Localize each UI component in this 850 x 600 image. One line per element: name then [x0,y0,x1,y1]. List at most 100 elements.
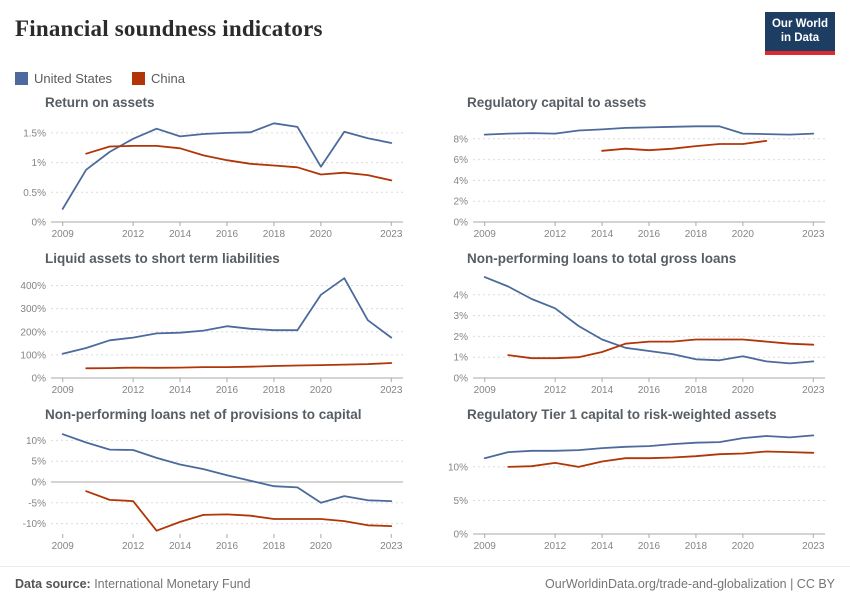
svg-text:2018: 2018 [263,385,286,396]
line-chart-return-on-assets: 0% 0.5% 1% 1.5% 2009 2012 2014 2016 2018 2020 2023 [23,121,403,240]
svg-text:2014: 2014 [169,229,192,240]
line-chart-liquid-assets: 0% 100% 200% 300% 400% 2009 2012 2014 2016 2018 20… [20,276,403,396]
svg-text:2009: 2009 [474,229,497,240]
svg-text:400%: 400% [20,281,46,292]
legend: United States China [15,71,835,86]
svg-text:4%: 4% [454,175,469,186]
svg-text:2012: 2012 [544,541,567,552]
svg-text:1.5%: 1.5% [23,128,46,139]
svg-text:2012: 2012 [122,229,145,240]
chart-return-on-assets: Return on assets 0% 0.5% 1% 1.5% 2009 2012 201… [15,88,413,242]
svg-text:2016: 2016 [638,541,661,552]
svg-text:2016: 2016 [216,385,239,396]
svg-text:2014: 2014 [591,385,614,396]
svg-text:2023: 2023 [380,385,403,396]
legend-label-china: China [151,70,186,86]
svg-text:2014: 2014 [169,385,192,396]
legend-label-united-states: United States [34,70,113,86]
svg-text:2020: 2020 [310,385,333,396]
svg-text:1%: 1% [454,352,469,363]
svg-text:2%: 2% [454,196,469,207]
legend-item-united-states: United States [15,71,112,86]
footer: Data source: International Monetary Fund… [0,566,850,600]
svg-text:2014: 2014 [591,229,614,240]
legend-item-china: China [132,71,185,86]
svg-text:0.5%: 0.5% [23,187,46,198]
svg-text:2018: 2018 [263,229,286,240]
svg-text:5%: 5% [454,496,469,507]
chart-title: Liquid assets to short term liabilities [45,250,280,266]
owid-logo: Our World in Data [764,12,835,55]
page-title: Financial soundness indicators [15,16,323,41]
svg-text:2009: 2009 [52,229,75,240]
svg-text:2020: 2020 [732,385,755,396]
svg-text:0%: 0% [454,217,469,228]
line-chart-npl-net-provisions: -10% -5% 0% 5% 10% 2009 2012 2014 2016 2018 2020 20… [23,432,403,552]
svg-text:2020: 2020 [310,541,333,552]
chart-title: Non-performing loans to total gross loan… [467,250,737,266]
svg-text:2014: 2014 [169,541,192,552]
svg-text:2018: 2018 [685,229,708,240]
chart-title: Regulatory Tier 1 capital to risk-weight… [467,406,777,422]
svg-text:2009: 2009 [474,541,497,552]
svg-text:2020: 2020 [732,229,755,240]
svg-text:2%: 2% [454,331,469,342]
svg-text:2014: 2014 [591,541,614,552]
svg-text:0%: 0% [32,217,47,228]
svg-text:2012: 2012 [544,385,567,396]
svg-text:4%: 4% [454,290,469,301]
svg-text:-5%: -5% [28,498,46,509]
svg-text:2012: 2012 [544,229,567,240]
svg-text:0%: 0% [454,373,469,384]
svg-text:0%: 0% [32,477,47,488]
chart-title: Return on assets [45,94,155,110]
svg-text:2016: 2016 [638,385,661,396]
svg-text:2016: 2016 [216,541,239,552]
svg-text:2016: 2016 [638,229,661,240]
svg-text:1%: 1% [32,158,47,169]
svg-text:2016: 2016 [216,229,239,240]
data-source-value: International Monetary Fund [90,576,251,591]
svg-text:2012: 2012 [122,541,145,552]
svg-text:2018: 2018 [685,541,708,552]
svg-text:200%: 200% [20,327,46,338]
svg-text:2023: 2023 [380,541,403,552]
svg-text:2018: 2018 [685,385,708,396]
svg-text:10%: 10% [448,462,468,473]
svg-text:2020: 2020 [310,229,333,240]
data-source: Data source: International Monetary Fund [15,577,251,591]
chart-regulatory-capital-to-assets: Regulatory capital to assets 0% 2% 4% 6% 8% 2… [437,88,835,242]
svg-text:100%: 100% [20,350,46,361]
svg-text:2012: 2012 [122,385,145,396]
chart-npl-gross-loans: Non-performing loans to total gross loan… [437,244,835,398]
svg-text:2023: 2023 [380,229,403,240]
legend-swatch-united-states [15,71,28,85]
svg-text:2023: 2023 [802,229,825,240]
svg-text:2018: 2018 [263,541,286,552]
attribution-link[interactable]: OurWorldinData.org/trade-and-globalizati… [545,576,835,591]
chart-title: Non-performing loans net of provisions t… [45,406,362,422]
chart-tier1-capital: Regulatory Tier 1 capital to risk-weight… [437,400,835,554]
svg-text:0%: 0% [32,373,47,384]
chart-title: Regulatory capital to assets [467,94,647,110]
svg-text:10%: 10% [26,435,46,446]
svg-text:6%: 6% [454,155,469,166]
owid-logo-line2: in Data [780,31,820,44]
svg-text:5%: 5% [32,456,47,467]
svg-text:2009: 2009 [52,385,75,396]
svg-text:2009: 2009 [52,541,75,552]
svg-text:300%: 300% [20,304,46,315]
charts-grid: Return on assets 0% 0.5% 1% 1.5% 2009 2012 201… [15,88,835,554]
svg-text:2023: 2023 [802,385,825,396]
svg-text:8%: 8% [454,134,469,145]
svg-text:3%: 3% [454,311,469,322]
chart-liquid-assets: Liquid assets to short term liabilities … [15,244,413,398]
line-chart-tier1-capital: 0% 5% 10% 2009 2012 2014 2016 2018 2020 2023 [448,434,825,552]
chart-npl-net-provisions: Non-performing loans net of provisions t… [15,400,413,554]
line-chart-regulatory-capital-to-assets: 0% 2% 4% 6% 8% 2009 2012 2014 2016 2018 2020 2023 [454,124,825,240]
data-source-label: Data source: [15,576,91,591]
svg-text:2020: 2020 [732,541,755,552]
svg-text:-10%: -10% [23,519,46,530]
owid-logo-line1: Our World [771,18,828,30]
